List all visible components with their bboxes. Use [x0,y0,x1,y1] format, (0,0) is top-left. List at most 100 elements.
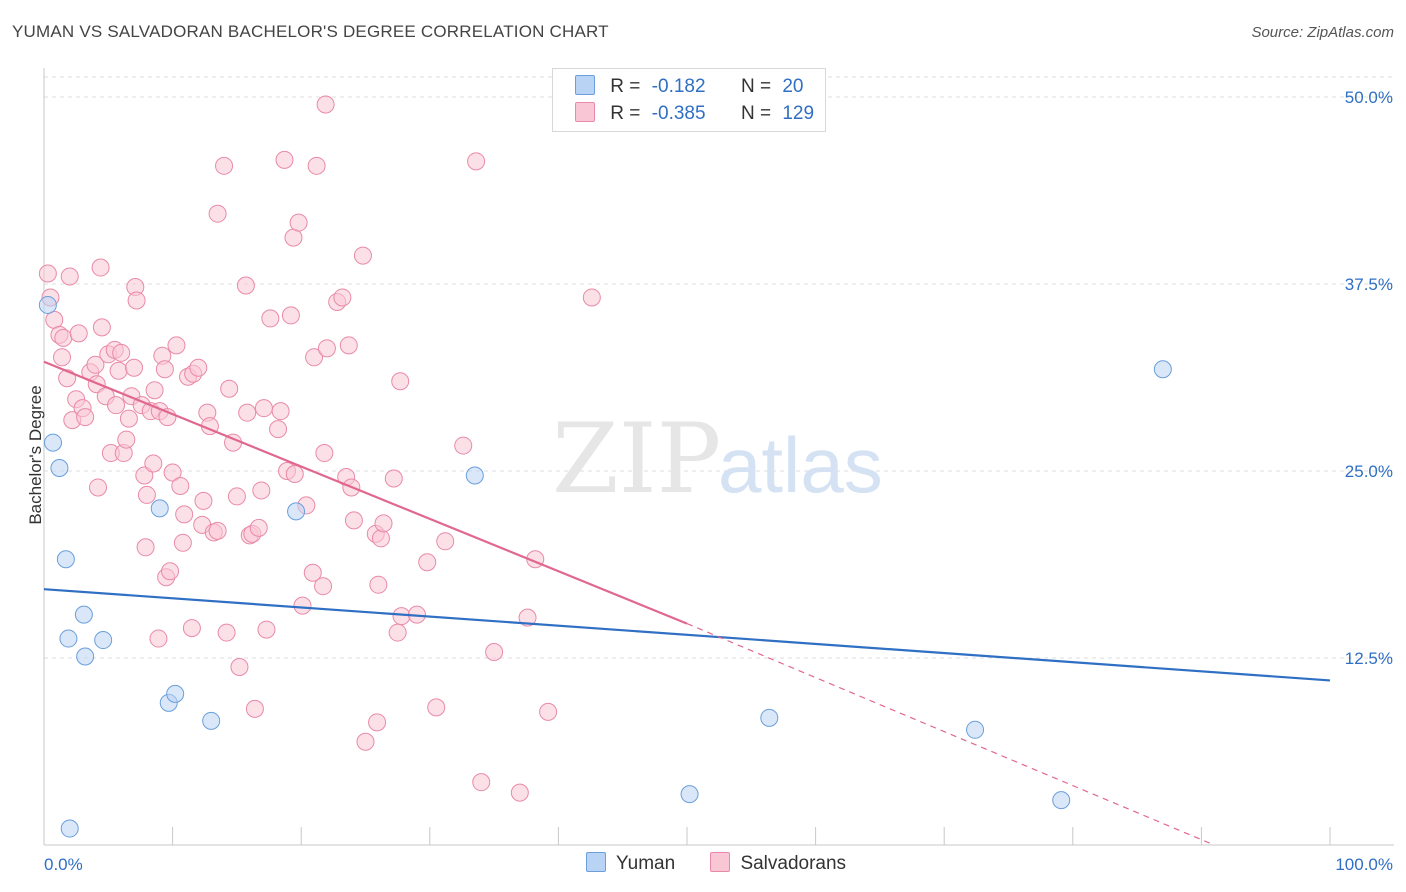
salvadoran-point [60,267,79,286]
yuman-point [1052,791,1071,810]
yuman-point [56,550,75,569]
x-tick-label: 100.0% [1335,855,1393,874]
legend-swatch-yuman [575,75,595,95]
yuman-point [38,295,57,314]
salvadoran-point [369,575,388,594]
salvadoran-point [472,773,491,792]
bottom-legend-yuman: Yuman [616,853,676,874]
salvadoran-point [305,348,324,367]
salvadoran-point [173,533,192,552]
legend-row-salvadorans: R = -0.385 N = 129 [575,102,814,126]
salvadoran-point [257,620,276,639]
x-tick-label: 0.0% [44,855,83,874]
salvadoran-point [230,657,249,676]
salvadoran-point [117,430,136,449]
legend-box: R = -0.182 N = 20 R = -0.385 N = 129 [552,68,826,132]
salvadoran-point [371,529,390,548]
legend-n-value-yuman: 20 [782,76,804,97]
yuman-points [38,295,1172,838]
yuman-point [966,720,985,739]
salvadoran-point [289,213,308,232]
bottom-legend-salvadorans: Salvadorans [740,853,847,874]
legend-r-label: R = [610,76,641,97]
watermark-atlas: atlas [718,421,883,509]
salvadoran-point [215,156,234,175]
salvadoran-point [69,324,88,343]
salvadoran-point [317,339,336,358]
salvadoran-point [163,463,182,482]
salvadoran-point [285,464,304,483]
y-tick-label: 50.0% [1345,88,1393,107]
legend-swatch-salvadorans [575,102,595,122]
salvadoran-point [261,309,280,328]
salvadoran-point [227,487,246,506]
yuman-point [166,684,185,703]
salvadoran-point [293,596,312,615]
salvadoran-point [427,698,446,717]
axes [43,68,1394,846]
trend-lines [43,360,1331,846]
yuman-point [44,433,63,452]
salvadoran-point [485,643,504,662]
legend-r-value-salvadorans: -0.385 [651,103,706,124]
salvadoran-point [510,783,529,802]
y-tick-label: 37.5% [1345,275,1393,294]
grid-lines [44,76,1394,659]
salvadoran-point [307,156,326,175]
salvadoran-point [539,702,558,721]
salvadoran-point [208,204,227,223]
legend-n-label: N = [740,103,772,124]
yuman-point [760,708,779,727]
salvadoran-point [271,402,290,421]
salvadoran-point [254,399,273,418]
salvadoran-point [107,396,126,415]
salvadoran-point [281,306,300,325]
legend-row-yuman: R = -0.182 N = 20 [575,75,803,99]
salvadoran-point [303,563,322,582]
salvadoran-point [54,328,73,347]
salvadoran-point [89,478,108,497]
salvadoran-point [125,358,144,377]
salvadoran-point [418,553,437,572]
yuman-point [202,711,221,730]
salvadoran-point [155,360,174,379]
legend-n-label: N = [740,76,772,97]
legend-r-label: R = [610,103,641,124]
yuman-trend-line [43,588,1331,682]
yuman-point [74,605,93,624]
salvadoran-point [137,485,156,504]
y-tick-label: 12.5% [1345,649,1393,668]
salvadoran-point [454,436,473,455]
yuman-point [50,459,69,478]
bottom-legend: Yuman Salvadorans [586,852,846,875]
salvadoran-trend-line [43,360,688,625]
watermark: ZIP atlas [552,403,883,515]
salvadoran-point [127,291,146,310]
yuman-point [76,647,95,666]
salvadoran-point [356,732,375,751]
salvadoran-point [269,420,288,439]
salvadoran-point [344,511,363,530]
yuman-point [1153,360,1172,379]
salvadoran-point [136,538,155,557]
salvadoran-point [175,505,194,524]
salvadoran-point [333,288,352,307]
salvadoran-point [161,562,180,581]
bottom-legend-swatch-salvadorans [710,852,731,872]
chart-title: YUMAN VS SALVADORAN BACHELOR'S DEGREE CO… [12,22,609,41]
tick-labels: 12.5% 25.0% 37.5% 50.0% 0.0% 100.0% [44,88,1393,874]
yuman-point [465,466,484,485]
legend-n-value-salvadorans: 129 [782,103,815,124]
salvadoran-point [194,491,213,510]
salvadoran-point [112,343,131,362]
yuman-point [94,631,113,650]
salvadoran-point [252,481,271,500]
salvadoran-point [92,318,111,337]
yuman-point [287,502,306,521]
salvadoran-point [245,699,264,718]
salvadoran-point [339,336,358,355]
salvadoran-point [53,348,72,367]
salvadoran-point [582,288,601,307]
yuman-point [59,629,78,648]
